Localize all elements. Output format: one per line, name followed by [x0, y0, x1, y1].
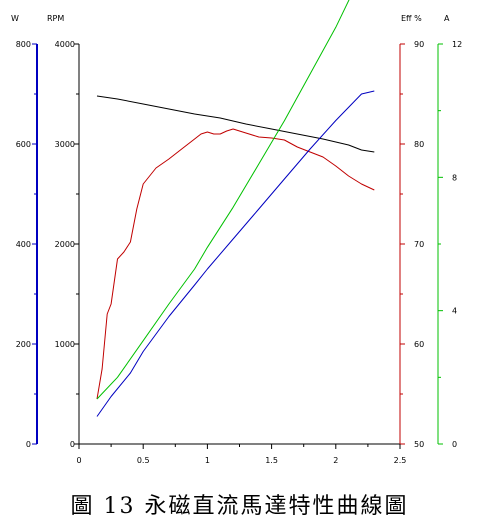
axis-label-eff: Eff % — [401, 14, 422, 23]
figure-caption: 圖 13 永磁直流馬達特性曲線圖 — [70, 494, 409, 519]
axis-label-rpm: RPM — [47, 14, 64, 23]
eff-tick-label: 70 — [414, 240, 424, 249]
amp-series-line — [96, 0, 350, 400]
x-tick-label: 0 — [76, 456, 81, 465]
rpm-tick-label: 0 — [70, 440, 75, 449]
x-tick-label: 2 — [333, 456, 338, 465]
eff-tick-label: 60 — [414, 340, 424, 349]
rpm-tick-label: 3000 — [55, 140, 75, 149]
x-tick-label: 2.5 — [394, 456, 407, 465]
amp-tick-label: 8 — [452, 173, 457, 182]
rpm-tick-label: 1000 — [55, 340, 75, 349]
x-tick-label: 1.5 — [265, 456, 278, 465]
rpm-series-line — [96, 95, 375, 153]
w-series-line — [96, 90, 375, 417]
axis-label-w: W — [11, 14, 19, 23]
rpm-tick-label: 2000 — [55, 240, 75, 249]
w-tick-label: 800 — [16, 40, 31, 49]
x-tick-label: 1 — [205, 456, 210, 465]
amp-tick-label: 12 — [452, 40, 462, 49]
w-tick-label: 400 — [16, 240, 31, 249]
x-tick-label: 0.5 — [137, 456, 150, 465]
w-tick-label: 0 — [26, 440, 31, 449]
w-tick-label: 600 — [16, 140, 31, 149]
amp-tick-label: 0 — [452, 440, 457, 449]
eff-tick-label: 90 — [414, 40, 424, 49]
eff-series-line — [96, 128, 375, 400]
rpm-tick-label: 4000 — [55, 40, 75, 49]
eff-tick-label: 80 — [414, 140, 424, 149]
eff-tick-label: 50 — [414, 440, 424, 449]
chart: W RPM Eff % A 02004006008000100020003000… — [11, 0, 462, 465]
axis-label-amp: A — [444, 14, 450, 23]
amp-tick-label: 4 — [452, 307, 457, 316]
w-tick-label: 200 — [16, 340, 31, 349]
